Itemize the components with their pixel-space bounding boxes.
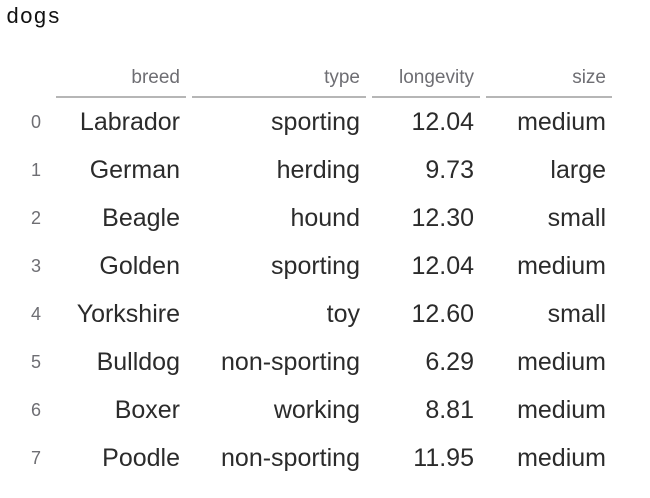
cell-longevity: 12.30 (411, 203, 474, 232)
row-index: 4 (30, 303, 41, 324)
table-row: 2 Beagle hound 12.30 small (16, 194, 612, 242)
cell-longevity: 9.73 (425, 155, 474, 184)
cell-longevity: 6.29 (425, 347, 474, 376)
row-index: 2 (30, 207, 41, 228)
cell-size: small (547, 203, 606, 232)
index-header (16, 60, 56, 98)
row-index: 7 (30, 447, 41, 468)
cell-longevity: 8.81 (425, 395, 474, 424)
cell-breed: German (89, 155, 180, 184)
cell-size: medium (517, 107, 606, 136)
cell-longevity: 12.60 (411, 299, 474, 328)
row-index: 1 (30, 159, 41, 180)
cell-breed: Bulldog (96, 347, 180, 376)
cell-breed: Labrador (79, 107, 180, 136)
table-row: 4 Yorkshire toy 12.60 small (16, 290, 612, 338)
column-header-breed: breed (56, 60, 186, 98)
cell-longevity: 11.95 (413, 443, 474, 472)
cell-type: non-sporting (221, 347, 360, 376)
cell-breed: Poodle (102, 443, 180, 472)
header-row: breed type longevity size (16, 60, 612, 98)
table-row: 3 Golden sporting 12.04 medium (16, 242, 612, 290)
table-row: 7 Poodle non-sporting 11.95 medium (16, 434, 612, 482)
cell-type: sporting (271, 107, 360, 136)
column-header-size: size (486, 60, 612, 98)
cell-breed: Boxer (114, 395, 180, 424)
cell-type: herding (276, 155, 360, 184)
cell-type: non-sporting (221, 443, 360, 472)
cell-breed: Beagle (102, 203, 180, 232)
row-index: 5 (30, 351, 41, 372)
column-header-longevity: longevity (372, 60, 480, 98)
cell-breed: Yorkshire (76, 299, 180, 328)
table-row: 5 Bulldog non-sporting 6.29 medium (16, 338, 612, 386)
cell-type: hound (290, 203, 360, 232)
cell-breed: Golden (99, 251, 180, 280)
row-index: 0 (30, 111, 41, 132)
cell-size: large (550, 155, 606, 184)
dataframe-table: breed type longevity size 0 Labrador spo… (16, 60, 612, 482)
cell-size: small (547, 299, 606, 328)
cell-longevity: 12.04 (411, 107, 474, 136)
row-index: 3 (30, 255, 41, 276)
cell-type: toy (326, 299, 360, 328)
dataframe-title: dogs (6, 5, 61, 30)
table-row: 0 Labrador sporting 12.04 medium (16, 98, 612, 146)
cell-size: medium (517, 347, 606, 376)
cell-type: working (273, 395, 360, 424)
cell-size: medium (517, 395, 606, 424)
row-index: 6 (30, 399, 41, 420)
cell-longevity: 12.04 (411, 251, 474, 280)
cell-type: sporting (271, 251, 360, 280)
cell-size: medium (517, 251, 606, 280)
column-header-type: type (192, 60, 366, 98)
cell-size: medium (517, 443, 606, 472)
table-row: 6 Boxer working 8.81 medium (16, 386, 612, 434)
table-row: 1 German herding 9.73 large (16, 146, 612, 194)
